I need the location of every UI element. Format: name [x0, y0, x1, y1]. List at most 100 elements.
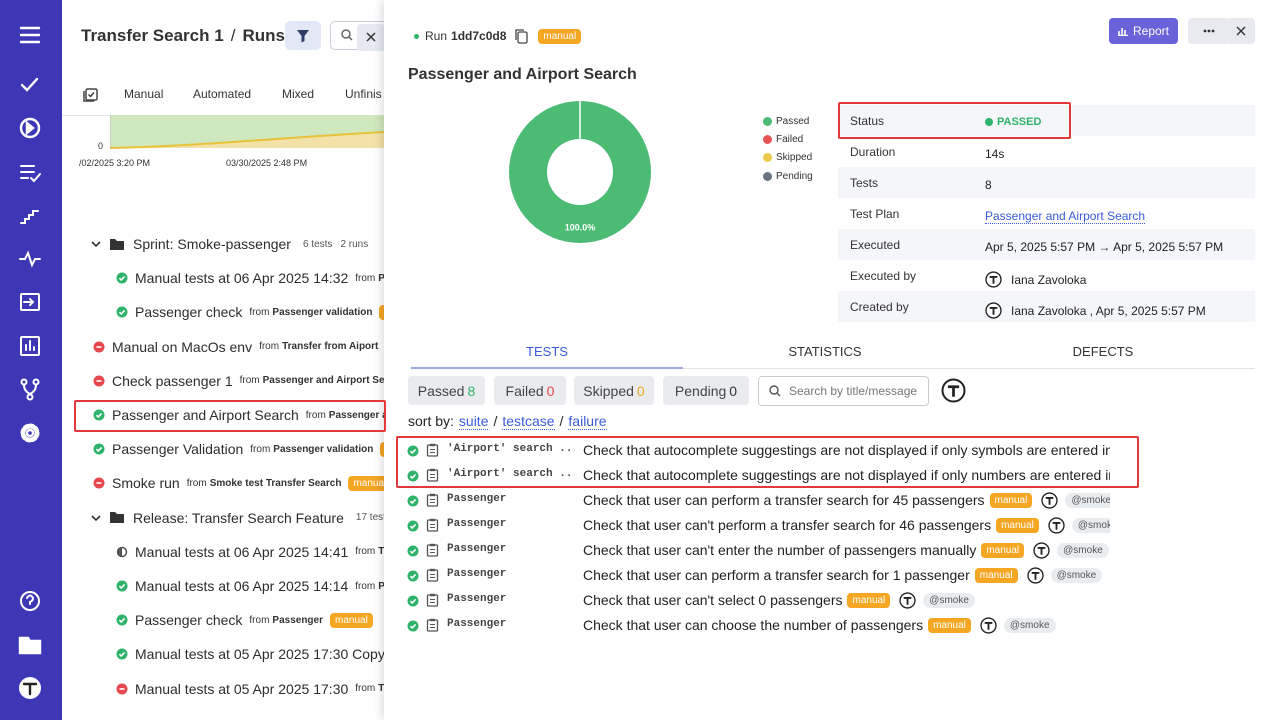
detail-row [838, 291, 1255, 322]
run-item[interactable]: Manual on MacOs env from Transfer from Aip… [93, 338, 384, 356]
settings-icon[interactable] [20, 423, 40, 443]
sort-option[interactable]: suite [458, 413, 489, 430]
status-glyph [409, 573, 417, 580]
copy-button[interactable] [514, 28, 529, 44]
assignee [1026, 566, 1044, 584]
help-icon[interactable] [20, 591, 40, 611]
run-name: Manual on MacOs env [112, 338, 253, 355]
more-icon [1203, 29, 1215, 33]
status-glyph [409, 548, 417, 555]
assignee [899, 591, 916, 609]
test-row[interactable]: Check that user can't select 0 passenger… [583, 591, 975, 609]
bulk-select-icon[interactable] [83, 86, 99, 107]
clipboard-icon [426, 518, 439, 532]
test-search-input[interactable]: Search by title/message [758, 376, 929, 406]
detail-label: Created by [850, 300, 909, 314]
status-glyph [118, 276, 126, 282]
value-text: 14s [985, 147, 1005, 161]
test-row[interactable]: Check that user can perform a transfer s… [583, 491, 1110, 509]
test-type-icon [426, 543, 439, 562]
assignee [1033, 541, 1050, 559]
report-button[interactable]: Report [1109, 18, 1178, 44]
run-group[interactable]: Sprint: Smoke-passenger 6 tests 2 runs [91, 235, 368, 253]
close-button[interactable] [1227, 18, 1255, 44]
filter-button[interactable] [285, 21, 321, 50]
steps-icon[interactable] [20, 210, 39, 224]
user-avatar [941, 378, 966, 403]
sort-option[interactable]: testcase [502, 413, 555, 430]
run-item[interactable]: Smoke run from Smoke test Transfer Search m… [93, 474, 384, 492]
test-suite: Passenger [447, 518, 507, 530]
test-plan-name: Passenger validation [378, 580, 384, 592]
breadcrumb-separator: / [230, 26, 236, 45]
close-search-button[interactable] [357, 24, 384, 51]
filter-tab[interactable]: Manual [124, 87, 164, 101]
analytics-icon[interactable] [20, 336, 40, 356]
run-item[interactable]: Manual tests at 06 Apr 2025 14:32 fromPas… [116, 269, 384, 287]
status-filter-button[interactable]: Skipped 0 [574, 376, 654, 405]
pulse-icon[interactable] [19, 250, 41, 268]
more-button[interactable] [1188, 18, 1230, 44]
status-filter-button[interactable]: Passed 8 [408, 376, 485, 405]
test-plan-name: Passenger and Airport Search [262, 375, 384, 387]
run-source: from Smoke test Transfer Search [187, 478, 342, 489]
test-status [407, 444, 419, 462]
user-avatar [985, 302, 1002, 319]
detail-tab[interactable]: DEFECTS [1072, 344, 1134, 359]
detail-label: Tests [850, 176, 879, 190]
test-row[interactable]: Check that autocomplete suggestings are … [583, 466, 1110, 484]
search-icon [769, 385, 781, 397]
run-item[interactable]: Check passenger 1 from Passenger and Airpo… [93, 372, 384, 390]
branches-icon[interactable] [20, 378, 40, 401]
run-group[interactable]: Release: Transfer Search Feature 17 tests… [91, 509, 384, 527]
run-item[interactable]: Manual tests at 06 Apr 2025 14:41 fromTra… [116, 543, 384, 561]
run-item[interactable]: Manual tests at 05 Apr 2025 17:30 fromTra… [116, 680, 384, 698]
test-row[interactable]: Check that user can't perform a transfer… [583, 516, 1110, 534]
sort-label: sort by: [408, 413, 454, 429]
status-filter-button[interactable]: Pending 0 [663, 376, 749, 405]
runs-icon[interactable] [19, 117, 41, 139]
highlight-box [396, 436, 1139, 488]
sort-option[interactable]: failure [568, 413, 607, 430]
test-title: Check that user can perform a transfer s… [583, 492, 985, 508]
group-runs: 2 runs [340, 238, 369, 250]
run-name: Manual tests at 06 Apr 2025 14:32 [135, 270, 349, 287]
run-item[interactable]: Manual tests at 06 Apr 2025 14:14 fromPas… [116, 577, 384, 595]
status-glyph [409, 473, 417, 480]
test-row[interactable]: Check that user can perform a transfer s… [583, 566, 1103, 584]
project-name[interactable]: Transfer Search 1 [81, 26, 224, 45]
run-item[interactable]: Passenger and Airport Search from Passenge… [93, 406, 384, 424]
filter-tab[interactable]: Mixed [282, 87, 315, 101]
logo-icon[interactable] [19, 677, 41, 699]
active-tab-underline [411, 367, 683, 369]
test-plan-link[interactable]: Passenger and Airport Search [985, 209, 1146, 224]
filter-tab[interactable]: Automated [193, 87, 252, 101]
detail-tab[interactable]: STATISTICS [788, 344, 862, 359]
detail-row [838, 105, 1255, 136]
legend-label: Passed [776, 116, 810, 127]
avatar-glyph [1046, 496, 1054, 505]
tests-icon[interactable] [20, 77, 39, 92]
import-icon[interactable] [20, 293, 40, 311]
test-plan-name: Smoke test Transfer Search [209, 477, 342, 489]
sidebar [0, 0, 62, 720]
plans-icon[interactable] [20, 165, 41, 183]
run-item[interactable]: Manual tests at 05 Apr 2025 17:30 Copyfr… [116, 645, 384, 663]
status-filter-button[interactable]: Failed 0 [494, 376, 566, 405]
run-item[interactable]: Passenger Validation from Passenger valida… [93, 440, 384, 458]
run-item[interactable]: Passenger check from Passenger manual [116, 611, 373, 629]
assignee-filter[interactable] [941, 378, 966, 408]
test-row[interactable]: Check that user can choose the number of… [583, 616, 1056, 634]
filter-tab[interactable]: Unfinis [345, 87, 382, 101]
test-row[interactable]: Check that autocomplete suggestings are … [583, 441, 1110, 459]
test-row[interactable]: Check that user can't enter the number o… [583, 541, 1109, 559]
detail-tab[interactable]: TESTS [526, 344, 568, 359]
filter-count: 0 [636, 382, 645, 399]
menu-icon[interactable] [19, 26, 41, 44]
folder-icon[interactable] [18, 636, 42, 655]
assignee [980, 616, 997, 634]
test-tag: @smoke [1003, 617, 1056, 633]
